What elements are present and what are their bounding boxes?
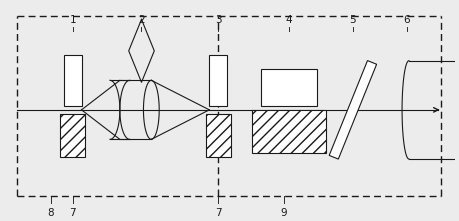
Polygon shape [329, 61, 377, 159]
Text: 6: 6 [403, 15, 410, 25]
Text: 7: 7 [215, 208, 222, 218]
Text: 5: 5 [350, 15, 356, 25]
Bar [252, 110, 326, 153]
Bar [64, 55, 82, 106]
Text: 8: 8 [48, 208, 54, 218]
Bar [262, 69, 317, 106]
Text: 4: 4 [285, 15, 292, 25]
Text: 7: 7 [69, 208, 76, 218]
Text: 3: 3 [215, 15, 222, 25]
Bar [209, 55, 227, 106]
Text: 9: 9 [281, 208, 287, 218]
Bar [206, 114, 230, 157]
Bar [60, 114, 85, 157]
Text: 1: 1 [69, 15, 76, 25]
Text: 2: 2 [138, 15, 145, 25]
